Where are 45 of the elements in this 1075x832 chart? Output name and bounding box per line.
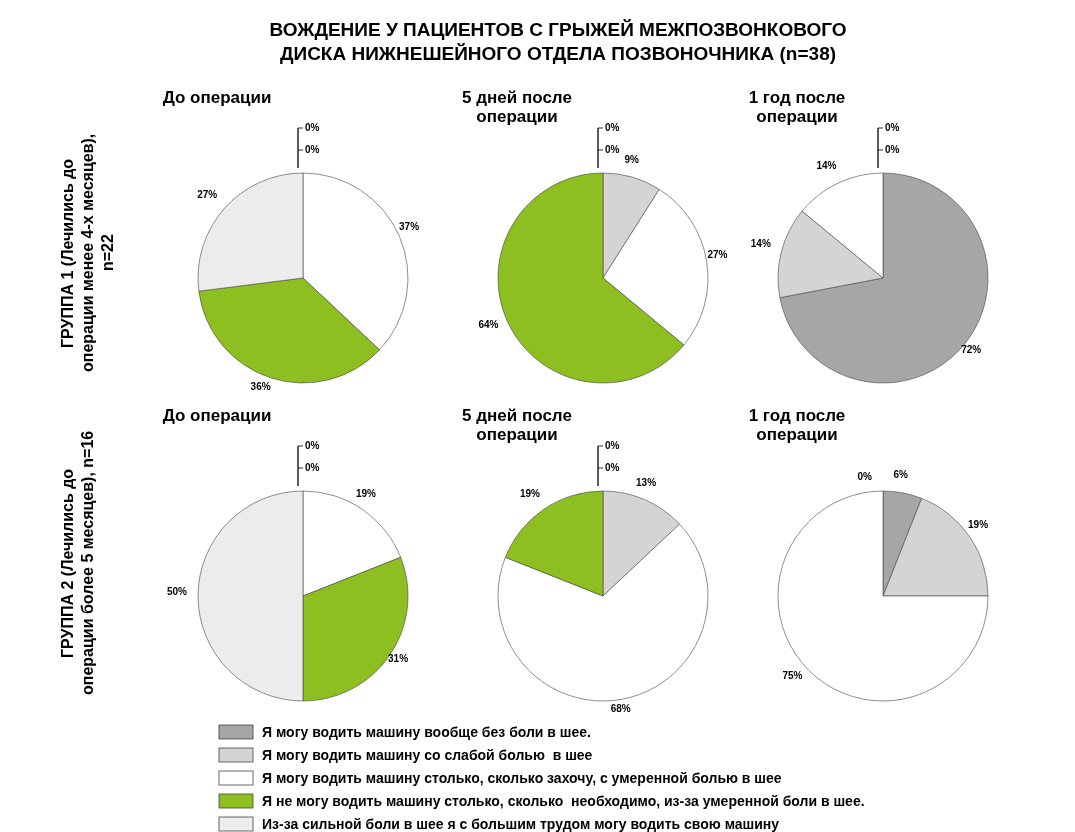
text: 0% [305,462,320,473]
legend-label: Из-за сильной боли в шее я с большим трудом могу водить свою машину [262,815,780,832]
data-label: 19% [356,487,377,499]
text: 0% [605,440,620,451]
legend-label: Я могу водить машину столько, сколько захочу, с умеренной болью в шее [262,769,782,786]
legend-label: Я могу водить машину вообще без боли в шее. [262,723,591,740]
text: 0% [857,471,872,482]
data-label: 14% [816,160,837,172]
data-label: 72% [961,343,982,355]
chart-title: До операции [161,88,273,107]
text: 0% [305,122,320,133]
chart-title: До операции [161,406,273,425]
data-label: 36% [250,381,271,393]
data-label: 27% [197,189,218,201]
text: 0% [605,122,620,133]
data-label: 64% [478,318,499,330]
text: ВОЖДЕНИЕ У ПАЦИЕНТОВ С ГРЫЖЕЙ МЕЖПОЗВОНКОВОГО ДИСКА НИЖНЕШЕЙНОГО ОТДЕЛА ПОЗВОНОЧНИКА (n=38) [268,18,848,66]
data-label: 14% [750,238,771,250]
chart-title: 5 дней после операции [461,406,573,444]
data-label: 19% [519,487,541,499]
data-label: 6% [893,469,909,481]
data-label: 31% [388,652,409,664]
legend-label: Я могу водить машину со слабой болью в шее [262,746,593,763]
data-label: 68% [610,702,631,714]
data-label: 9% [624,153,640,165]
text: 0% [885,122,900,133]
text: 0% [305,440,320,451]
chart-title: 1 год после операции [747,406,847,444]
text: ГРУППА 1 (Лечились до операции менее 4-х месяцев), n=22 [58,132,117,375]
text: ГРУППА 2 (Лечились до операции более 5 месяцев), n=16 [58,429,97,698]
data-label: 13% [636,476,657,488]
chart-title: 1 год после операции [747,88,847,126]
pie-slice [779,172,989,384]
text: 0% [605,144,620,155]
text: 0% [305,144,320,155]
text: 0% [605,462,620,473]
text: 0% [885,144,900,155]
data-label: 19% [968,519,989,531]
data-label: 75% [782,670,803,682]
data-label: 37% [399,220,420,232]
data-label: 27% [707,249,728,261]
data-label: 50% [166,586,188,597]
legend-label: Я не могу водить машину столько, сколько необходимо, из-за умеренной боли в шее. [262,792,865,809]
pie-slice [777,490,989,702]
chart-title: 5 дней после операции [461,88,573,126]
